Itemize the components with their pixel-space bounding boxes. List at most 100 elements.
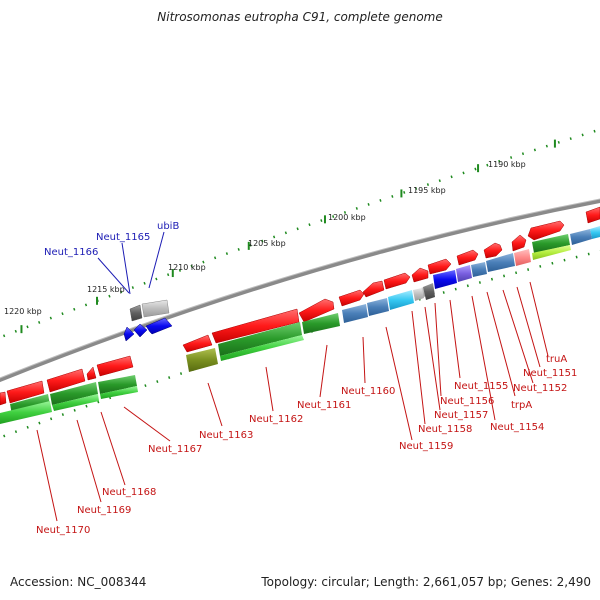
cds-arrow-neut-1160: [338, 289, 365, 307]
cds-arrow-neut-1154: [483, 242, 503, 259]
leader-neut-1161: [319, 344, 328, 398]
cds-arrow-neut-1169: [46, 368, 86, 393]
leader-neut-1166: [97, 257, 130, 294]
gene-label-trpA: trpA: [511, 400, 532, 411]
cog-bar-22: [50, 382, 98, 405]
gene-label-neut-1165: Neut_1165: [96, 232, 150, 243]
gene-label-neut-1166: Neut_1166: [44, 247, 98, 258]
leader-neut-1165: [121, 242, 131, 295]
cog-bar-13: [388, 290, 414, 310]
reverse-strand-genes: [123, 299, 173, 342]
leader-neut-1170: [36, 429, 58, 522]
gene-label-neut-1151: Neut_1151: [523, 368, 577, 379]
gene-label-neut-1152: Neut_1152: [513, 383, 567, 394]
cog-bar-14: [367, 298, 389, 316]
cds-arrow-neut-1162: [211, 308, 300, 344]
gene-label-neut-1169: Neut_1169: [77, 505, 131, 516]
cog-bar-11: [423, 283, 435, 300]
leader-truA: [529, 281, 549, 357]
gene-label-neut-1162: Neut_1162: [249, 414, 303, 425]
cog-bar-3: [532, 234, 570, 253]
cds-arrow-neut-1155: [456, 249, 479, 266]
cog-bar-17: [218, 322, 302, 356]
scale-label-1220: 1220 kbp: [4, 307, 42, 316]
genome-backbone-highlight: [0, 198, 600, 379]
gene-label-neut-1157: Neut_1157: [434, 410, 488, 421]
cds-arrow-neut-1152: [527, 220, 565, 241]
scale-label-1215: 1215 kbp: [87, 285, 125, 294]
cds-arrow-neut-1170: [6, 380, 45, 404]
cog-bar-15: [342, 304, 368, 323]
cds-arrow-edge: [0, 391, 7, 406]
blue-leader-lines: [97, 231, 165, 295]
gene-label-neut-1161: Neut_1161: [297, 400, 351, 411]
leader-neut-1157: [424, 306, 441, 411]
leader-neut-1156: [434, 302, 442, 397]
cds-arrow-neut-1168: [86, 366, 97, 381]
map-title: Nitrosomonas eutropha C91, complete geno…: [157, 10, 443, 24]
cds-arrow-neut-1151: [585, 206, 600, 224]
gene-label-neut-1155: Neut_1155: [454, 381, 508, 392]
forward-strand-genes: [0, 206, 600, 406]
cds-arrow-trpA: [511, 234, 527, 252]
scale-label-1200: 1200 kbp: [328, 213, 366, 222]
gene-arrow-neut-1165: [133, 323, 148, 338]
cog-bar-5: [514, 249, 531, 266]
gene-label-neut-1167: Neut_1167: [148, 444, 202, 455]
cog-bar-8: [456, 265, 472, 282]
gene-label-neut-1159: Neut_1159: [399, 441, 453, 452]
leader-neut-1168: [100, 411, 126, 486]
scale-major-ticks: [20, 139, 556, 334]
gene-label-neut-1156: Neut_1156: [440, 396, 494, 407]
scale-label-1210: 1210 kbp: [168, 263, 206, 272]
leader-trpA: [486, 291, 516, 397]
gene-label-neut-1154: Neut_1154: [490, 422, 544, 433]
cog-bar-18: [220, 335, 304, 361]
scale-label-1195: 1195 kbp: [408, 186, 446, 195]
scale-label-1190: 1190 kbp: [488, 160, 526, 169]
gene-block-grey: [141, 299, 170, 318]
cog-bar-16: [302, 313, 340, 334]
gene-label-neut-1158: Neut_1158: [418, 424, 472, 435]
leader-neut-1154: [471, 295, 496, 421]
cog-bar-12: [413, 288, 424, 301]
cds-arrow-neut-1158: [383, 272, 411, 290]
leader-neut-1160: [362, 336, 366, 384]
cds-arrow-neut-1163: [182, 334, 213, 353]
genome-backbone: [0, 198, 600, 383]
leader-ubiB: [148, 231, 165, 289]
cds-arrow-neut-1161: [298, 298, 335, 323]
cog-bar-1: [590, 226, 600, 239]
scale-labels: 1190 kbp 1195 kbp 1200 kbp 1205 kbp 1210…: [4, 160, 526, 316]
gene-labels: ubiB Neut_1165 Neut_1166 truA Neut_1151 …: [36, 221, 577, 536]
leader-neut-1151: [516, 286, 541, 368]
leader-neut-1163: [207, 382, 223, 427]
red-leader-lines: [36, 281, 549, 522]
gene-arrow-neut-1166: [123, 326, 135, 342]
cog-bar-25: [0, 401, 52, 424]
cog-bar-19: [186, 348, 218, 372]
leader-neut-1158: [411, 310, 426, 425]
gene-block-dgrey: [129, 304, 143, 322]
cog-bar-9: [433, 270, 457, 289]
leader-neut-1167: [123, 406, 171, 442]
gene-label-neut-1160: Neut_1160: [341, 386, 395, 397]
cds-arrow-neut-1156: [427, 258, 452, 275]
cds-arrow-neut-1159: [362, 280, 385, 298]
leader-neut-1169: [76, 419, 102, 503]
gene-arrow-ubiB: [145, 317, 173, 335]
scale-label-1205: 1205 kbp: [248, 239, 286, 248]
leader-neut-1159: [385, 326, 413, 441]
cog-bar-2: [570, 229, 592, 245]
leader-neut-1155: [449, 299, 461, 379]
cog-bar-6: [486, 253, 515, 272]
cog-bar-7: [471, 262, 487, 277]
cog-bar-23: [52, 394, 99, 411]
gene-label-neut-1168: Neut_1168: [102, 487, 156, 498]
cog-bar-4: [532, 245, 571, 260]
leader-neut-1162: [265, 366, 274, 412]
cog-bar-20: [98, 375, 137, 394]
gene-label-neut-1170: Neut_1170: [36, 525, 90, 536]
